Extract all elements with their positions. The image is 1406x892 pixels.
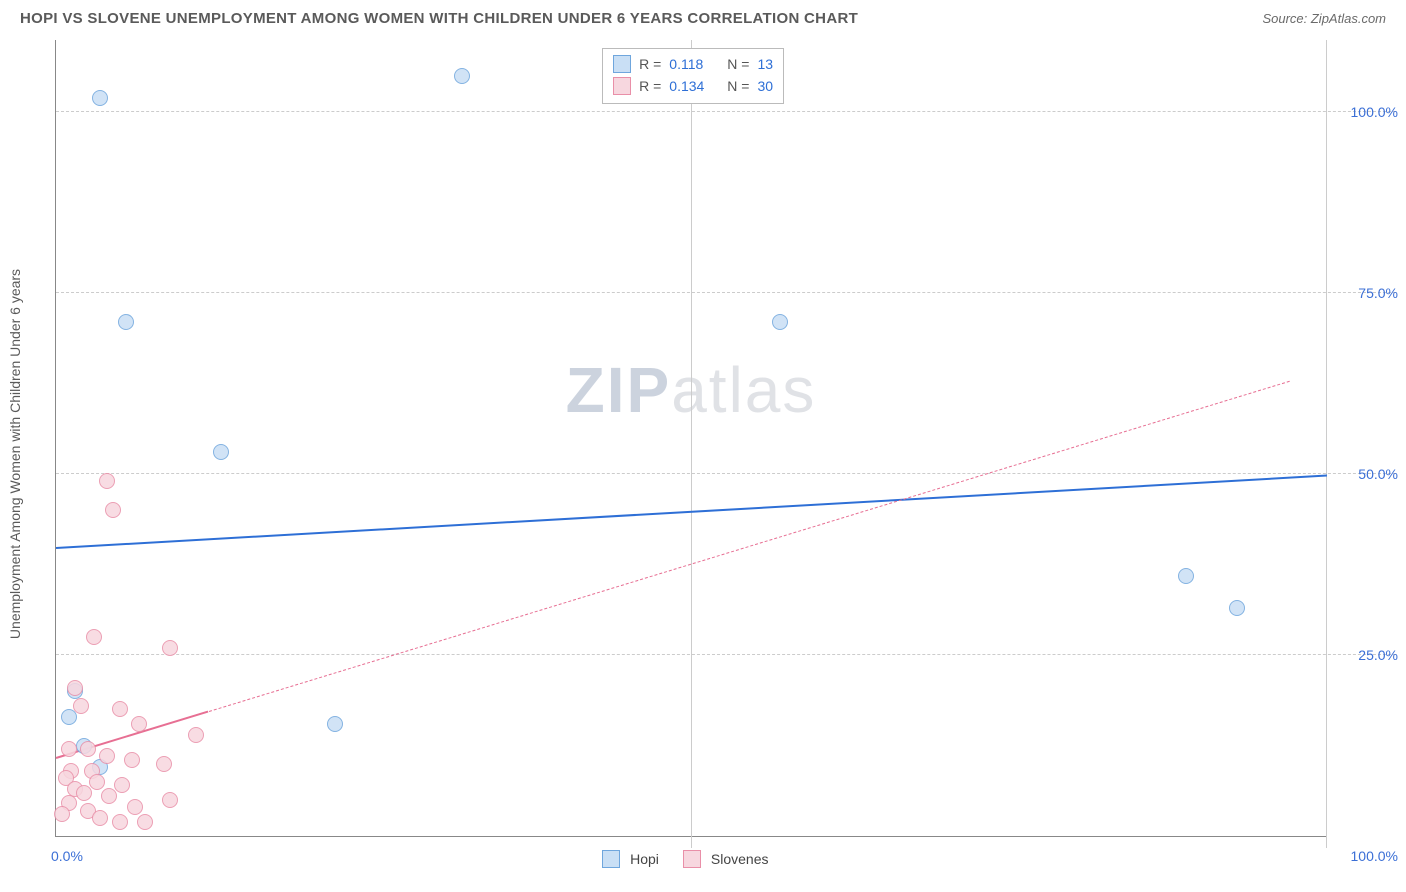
legend-r-label: R = <box>639 53 661 75</box>
data-point-slovenes <box>137 814 153 830</box>
data-point-slovenes <box>61 741 77 757</box>
data-point-hopi <box>1229 600 1245 616</box>
legend-n-value: 13 <box>757 53 773 75</box>
legend-swatch <box>613 77 631 95</box>
data-point-slovenes <box>92 810 108 826</box>
gridline-h <box>56 654 1396 655</box>
legend-swatch <box>613 55 631 73</box>
data-point-slovenes <box>54 806 70 822</box>
data-point-slovenes <box>162 792 178 808</box>
y-tick-label: 25.0% <box>1333 647 1398 663</box>
x-tick-label: 100.0% <box>1351 848 1398 864</box>
legend-n-label: N = <box>727 75 749 97</box>
data-point-slovenes <box>112 701 128 717</box>
data-point-slovenes <box>162 640 178 656</box>
legend-stats: R = 0.118 N = 13 R = 0.134 N = 30 <box>602 48 784 104</box>
y-tick-label: 100.0% <box>1333 104 1398 120</box>
data-point-hopi <box>92 90 108 106</box>
data-point-hopi <box>327 716 343 732</box>
data-point-hopi <box>454 68 470 84</box>
data-point-hopi <box>61 709 77 725</box>
data-point-hopi <box>118 314 134 330</box>
data-point-hopi <box>772 314 788 330</box>
trend-line-dashed-slovenes <box>208 381 1289 712</box>
legend-series: Hopi Slovenes <box>602 850 782 868</box>
data-point-slovenes <box>76 785 92 801</box>
y-tick-label: 50.0% <box>1333 466 1398 482</box>
data-point-slovenes <box>67 680 83 696</box>
gridline-h <box>56 292 1396 293</box>
y-tick-label: 75.0% <box>1333 285 1398 301</box>
data-point-slovenes <box>105 502 121 518</box>
data-point-slovenes <box>89 774 105 790</box>
gridline-h <box>56 473 1396 474</box>
data-point-slovenes <box>99 748 115 764</box>
data-point-slovenes <box>156 756 172 772</box>
legend-series-label: Slovenes <box>711 851 769 867</box>
legend-stats-row: R = 0.134 N = 30 <box>613 75 773 97</box>
gridline-h <box>56 111 1396 112</box>
scatter-chart: ZIPatlas 25.0%50.0%75.0%100.0%0.0%100.0%… <box>55 40 1326 837</box>
chart-source: Source: ZipAtlas.com <box>1262 11 1386 26</box>
data-point-slovenes <box>73 698 89 714</box>
legend-swatch <box>602 850 620 868</box>
legend-stats-row: R = 0.118 N = 13 <box>613 53 773 75</box>
data-point-slovenes <box>114 777 130 793</box>
data-point-slovenes <box>127 799 143 815</box>
gridline-v <box>691 40 692 848</box>
chart-title: HOPI VS SLOVENE UNEMPLOYMENT AMONG WOMEN… <box>20 10 858 27</box>
legend-swatch <box>683 850 701 868</box>
legend-series-label: Hopi <box>630 851 659 867</box>
data-point-slovenes <box>131 716 147 732</box>
data-point-slovenes <box>124 752 140 768</box>
legend-r-value: 0.134 <box>669 75 719 97</box>
data-point-hopi <box>1178 568 1194 584</box>
legend-n-label: N = <box>727 53 749 75</box>
data-point-slovenes <box>80 741 96 757</box>
data-point-slovenes <box>99 473 115 489</box>
data-point-slovenes <box>112 814 128 830</box>
data-point-slovenes <box>188 727 204 743</box>
data-point-slovenes <box>101 788 117 804</box>
legend-n-value: 30 <box>757 75 773 97</box>
data-point-slovenes <box>86 629 102 645</box>
x-tick-label: 0.0% <box>51 848 83 864</box>
y-axis-label: Unemployment Among Women with Children U… <box>7 269 23 639</box>
legend-r-label: R = <box>639 75 661 97</box>
data-point-hopi <box>213 444 229 460</box>
chart-header: HOPI VS SLOVENE UNEMPLOYMENT AMONG WOMEN… <box>0 0 1406 32</box>
legend-r-value: 0.118 <box>669 53 719 75</box>
gridline-v <box>1326 40 1327 848</box>
